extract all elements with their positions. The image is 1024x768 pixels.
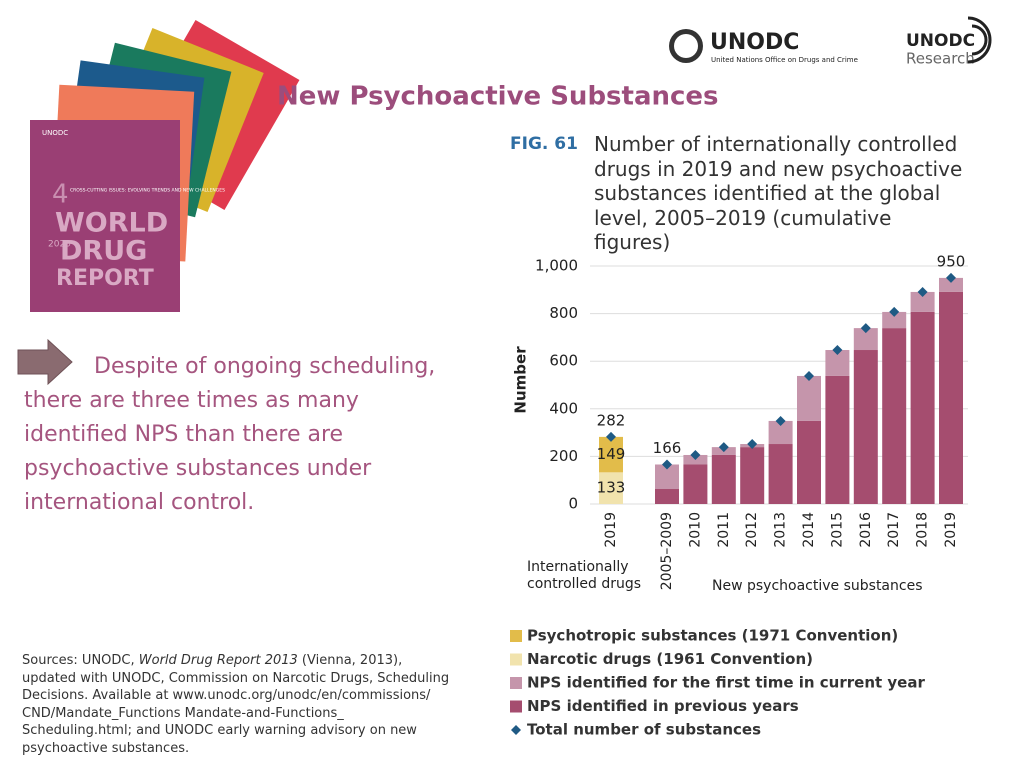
- cover-year: 2020: [48, 240, 71, 250]
- y-tick-label: 0: [568, 495, 578, 513]
- bar-segment: [740, 447, 765, 504]
- bar-segment: [825, 375, 850, 504]
- legend-swatch: [510, 630, 522, 642]
- y-tick-label: 600: [549, 352, 578, 370]
- y-tick-label: 1,000: [535, 257, 578, 275]
- total-marker: [860, 323, 871, 334]
- cover-subtitle: CROSS-CUTTING ISSUES: EVOLVING TRENDS AN…: [70, 188, 225, 194]
- legend-swatch: [510, 653, 522, 666]
- x-tick-label: 2010: [687, 512, 703, 548]
- bar-segment: [853, 328, 878, 351]
- bar-segment: [853, 350, 878, 504]
- x-tick-label: 2019: [943, 512, 959, 548]
- total-marker: [946, 272, 956, 283]
- legend-label: Narcotic drugs (1961 Convention): [527, 650, 813, 668]
- cover-title: REPORT: [56, 266, 154, 291]
- logo-subtext: United Nations Office on Drugs and Crime: [711, 56, 858, 64]
- x-tick-label: 2013: [773, 512, 789, 548]
- x-tick-label: 2005–2009: [659, 512, 675, 590]
- bar-segment: [797, 420, 821, 504]
- logo-research: UNODC: [906, 31, 975, 51]
- x-tick-label: 2014: [801, 512, 817, 548]
- slide-title: New Psychoactive Substances: [277, 82, 719, 112]
- data-label: 282: [597, 411, 626, 429]
- bar-segment: [939, 291, 963, 504]
- data-label: 133: [597, 479, 626, 497]
- bar-segment: [910, 291, 935, 312]
- y-tick-label: 400: [549, 399, 578, 417]
- total-marker: [832, 345, 843, 356]
- total-marker: [662, 459, 672, 470]
- legend-label: Psychotropic substances (1971 Convention…: [527, 627, 898, 645]
- legend-swatch: [510, 677, 522, 689]
- bar-segment: [910, 311, 935, 504]
- bar-segment: [599, 436, 623, 473]
- data-label: 950: [937, 252, 966, 270]
- data-label: 149: [597, 445, 626, 463]
- bar-segment: [768, 444, 793, 504]
- x-tick-label: 2018: [915, 512, 931, 548]
- cover-title: WORLD: [55, 208, 168, 239]
- x-tick-label: 2015: [829, 512, 845, 548]
- bar-segment: [768, 420, 793, 445]
- bar-segment: [599, 472, 623, 504]
- data-label: 166: [653, 439, 682, 457]
- total-marker: [690, 449, 701, 460]
- body-text: Despite of ongoing scheduling, there are…: [24, 354, 436, 515]
- logo-arc: [971, 24, 988, 56]
- figure-label: FIG. 61: [510, 134, 578, 154]
- bar-segment: [797, 375, 821, 421]
- arrow: [17, 338, 73, 386]
- legend-label: NPS identified in previous years: [527, 697, 799, 715]
- total-marker: [747, 439, 758, 450]
- y-tick-label: 200: [549, 447, 578, 465]
- total-marker: [718, 442, 729, 453]
- un-emblem: [674, 34, 698, 58]
- chart-title: Number of internationally controlled dru…: [594, 132, 963, 254]
- group-label: Internationally controlled drugs: [527, 559, 642, 592]
- logo-text: UNODC: [710, 30, 799, 55]
- legend-swatch: [511, 725, 521, 735]
- logo-research: Research: [906, 50, 975, 68]
- bar-segment: [939, 277, 963, 292]
- total-marker: [775, 415, 786, 426]
- group-label: New psychoactive substances: [712, 578, 923, 594]
- cover-title: DRUG: [60, 236, 147, 267]
- cover-org: UNODC: [42, 129, 68, 137]
- bar-segment: [711, 454, 736, 504]
- cover-number: 4: [52, 180, 69, 210]
- y-tick-label: 800: [549, 304, 578, 322]
- bar-segment: [882, 311, 907, 329]
- total-marker: [917, 286, 928, 297]
- cover: [30, 120, 180, 312]
- book-stack: UNODC 4 CROSS-CUTTING ISSUES: EVOLVING T…: [30, 20, 300, 312]
- legend-swatch: [510, 700, 522, 713]
- logo-arc: [967, 16, 992, 64]
- x-tick-label: 2017: [886, 512, 902, 548]
- bar-segment: [683, 464, 708, 504]
- x-tick-label: 2011: [716, 512, 732, 548]
- legend-label: Total number of substances: [527, 721, 761, 739]
- bar-segment: [655, 489, 679, 504]
- total-marker: [804, 370, 814, 381]
- x-tick-label: 2012: [744, 512, 760, 548]
- x-tick-label: 2016: [858, 512, 874, 548]
- sources-text: (Vienna, 2013), updated with UNODC, Comm…: [22, 653, 450, 756]
- sources-text: Sources: UNODC,: [22, 653, 139, 668]
- legend-label: NPS identified for the first time in cur…: [527, 674, 925, 692]
- total-marker: [606, 431, 616, 442]
- bar-segment: [882, 328, 907, 504]
- x-tick-label: 2019: [603, 512, 619, 548]
- sources: Sources: UNODC, World Drug Report 2013 (…: [22, 652, 452, 757]
- sources-italic: World Drug Report 2013: [138, 653, 298, 668]
- total-marker: [889, 306, 900, 317]
- y-axis-label: Number: [512, 346, 530, 414]
